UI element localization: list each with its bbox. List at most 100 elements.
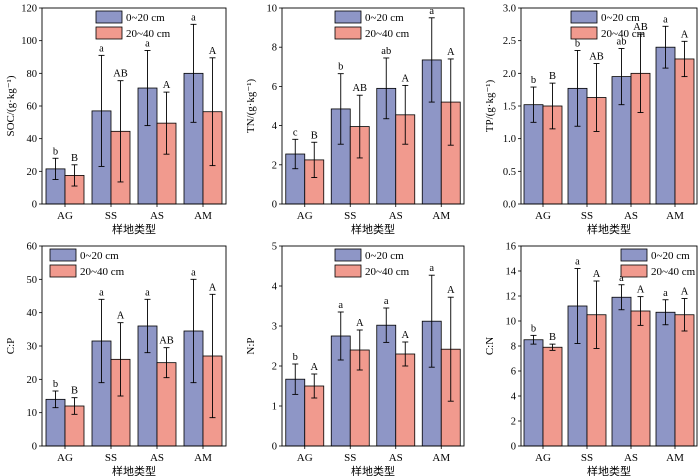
y-tick-label: 0	[32, 442, 37, 453]
y-tick-label: 0.0	[503, 200, 516, 211]
x-tick-label: AM	[432, 452, 450, 464]
x-tick-label: AM	[432, 210, 450, 222]
significance-letter: ab	[617, 37, 627, 48]
y-tick-label: 6	[511, 367, 516, 378]
y-axis-label: TN/(g·kg⁻¹)	[245, 79, 257, 134]
legend-swatch-series1	[620, 248, 648, 262]
y-tick-label: 4	[511, 392, 517, 403]
significance-letter: A	[401, 330, 409, 341]
y-tick-label: 2	[511, 417, 516, 428]
significance-letter: a	[99, 43, 104, 54]
y-tick-label: 1.5	[503, 102, 516, 113]
bar-ag-series1	[523, 339, 544, 447]
x-tick-label: AG	[57, 452, 73, 464]
bar-am-series2	[674, 314, 695, 447]
y-tick-label: 0.5	[503, 167, 516, 178]
x-axis-label: 样地类型	[112, 464, 156, 476]
y-tick-label: 3.0	[503, 4, 516, 15]
y-tick-label: 60	[27, 242, 38, 253]
y-tick-label: 14	[506, 267, 517, 278]
x-tick-label: AS	[150, 210, 164, 222]
significance-letter: a	[575, 257, 580, 268]
significance-letter: A	[163, 80, 171, 91]
significance-letter: A	[681, 29, 689, 40]
significance-letter: a	[663, 14, 668, 25]
y-tick-label: 60	[27, 102, 38, 113]
significance-letter: A	[681, 287, 689, 298]
legend-label-series1: 0~20 cm	[651, 250, 690, 262]
bar-as-series1	[376, 324, 397, 447]
legend-swatch-series1	[570, 10, 598, 24]
legend-label-series2: 20~40 cm	[601, 28, 646, 40]
y-axis-label: C:N	[484, 337, 496, 355]
y-tick-label: 10	[267, 4, 278, 15]
legend-swatch-series2	[620, 264, 648, 278]
y-tick-label: 2.0	[503, 69, 516, 80]
significance-letter: a	[191, 267, 196, 278]
legend-swatch-series2	[334, 264, 362, 278]
y-tick-label: 3	[272, 322, 277, 333]
y-tick-label: 0	[511, 442, 516, 453]
significance-letter: B	[71, 153, 78, 164]
x-axis-label: 样地类型	[587, 222, 631, 236]
significance-letter: B	[71, 386, 78, 397]
y-tick-label: 80	[27, 69, 38, 80]
significance-letter: B	[311, 130, 318, 141]
y-tick-label: 20	[27, 167, 38, 178]
legend-swatch-series1	[95, 10, 123, 24]
significance-letter: A	[447, 285, 455, 296]
y-tick-label: 0	[32, 200, 37, 211]
y-tick-label: 5	[272, 242, 277, 253]
chart-panel-4: b B AG a A SS a AB AS a A AM 0 10 20 30 40 50 60 C:P 样地类型 0~2…	[5, 242, 227, 476]
significance-letter: A	[593, 269, 601, 280]
x-axis-label: 样地类型	[351, 464, 395, 476]
y-axis-label: C:P	[5, 338, 17, 355]
x-tick-label: AG	[297, 452, 313, 464]
bar-am-series1	[655, 311, 676, 447]
chart-panel-2: c B AG b AB SS ab A AS a A AM 0 2 4 6 8 10 TN/(g·kg⁻¹) 样地类型…	[245, 4, 465, 236]
significance-letter: a	[429, 6, 434, 17]
y-tick-label: 0	[272, 442, 277, 453]
significance-letter: A	[209, 46, 217, 57]
y-tick-label: 12	[506, 292, 517, 303]
significance-letter: A	[209, 282, 217, 293]
y-tick-label: 20	[27, 375, 38, 386]
legend-label-series2: 20~40 cm	[80, 266, 125, 278]
significance-letter: b	[531, 323, 536, 334]
significance-letter: ab	[381, 46, 391, 57]
significance-letter: a	[145, 287, 150, 298]
x-tick-label: AM	[194, 210, 212, 222]
legend-label-series2: 20~40 cm	[365, 266, 410, 278]
y-tick-label: 2	[272, 362, 277, 373]
significance-letter: A	[637, 285, 645, 296]
x-tick-label: AS	[624, 210, 638, 222]
significance-letter: a	[145, 38, 150, 49]
legend-label-series1: 0~20 cm	[365, 250, 404, 262]
y-tick-label: 40	[27, 308, 38, 319]
significance-letter: A	[310, 362, 318, 373]
y-tick-label: 8	[272, 43, 277, 54]
legend-label-series2: 20~40 cm	[126, 28, 171, 40]
legend-swatch-series1	[334, 248, 362, 262]
y-tick-label: 8	[511, 342, 516, 353]
y-tick-label: 2.5	[503, 36, 516, 47]
legend-label-series1: 0~20 cm	[80, 250, 119, 262]
y-tick-label: 4	[272, 121, 278, 132]
significance-letter: b	[293, 352, 298, 363]
y-tick-label: 4	[272, 282, 278, 293]
legend-swatch-series1	[49, 248, 77, 262]
bar-as-series2	[395, 353, 416, 447]
x-axis-label: 样地类型	[351, 222, 395, 236]
significance-letter: A	[447, 47, 455, 58]
y-tick-label: 100	[21, 36, 37, 47]
plot-frame	[281, 7, 465, 205]
legend-swatch-series2	[95, 26, 123, 40]
significance-letter: a	[99, 287, 104, 298]
significance-letter: AB	[352, 83, 367, 94]
bar-am-series2	[674, 58, 695, 205]
x-axis-label: 样地类型	[587, 464, 631, 476]
x-tick-label: AM	[194, 452, 212, 464]
significance-letter: b	[53, 146, 58, 157]
bar-as-series1	[611, 296, 632, 447]
significance-letter: a	[338, 300, 343, 311]
